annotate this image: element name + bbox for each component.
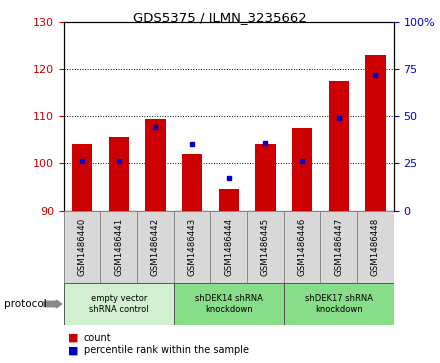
Bar: [109, 137, 129, 211]
Text: GSM1486442: GSM1486442: [151, 218, 160, 276]
Text: GSM1486446: GSM1486446: [297, 218, 307, 276]
Text: shDEK14 shRNA
knockdown: shDEK14 shRNA knockdown: [195, 294, 263, 314]
Bar: [145, 118, 165, 211]
Text: GSM1486443: GSM1486443: [187, 218, 197, 276]
Text: GSM1486445: GSM1486445: [261, 218, 270, 276]
Bar: [64, 283, 174, 325]
Bar: [284, 211, 320, 283]
Bar: [247, 211, 284, 283]
Bar: [284, 283, 394, 325]
Text: GSM1486448: GSM1486448: [371, 218, 380, 276]
Bar: [255, 144, 275, 211]
Bar: [174, 283, 284, 325]
Bar: [64, 211, 100, 283]
Bar: [292, 128, 312, 211]
Text: shDEK17 shRNA
knockdown: shDEK17 shRNA knockdown: [305, 294, 373, 314]
Text: GSM1486444: GSM1486444: [224, 218, 233, 276]
Bar: [219, 189, 239, 211]
Text: GSM1486441: GSM1486441: [114, 218, 123, 276]
Text: protocol: protocol: [4, 299, 47, 309]
Bar: [357, 211, 394, 283]
Bar: [329, 81, 349, 211]
Text: GSM1486447: GSM1486447: [334, 218, 343, 276]
Bar: [365, 55, 385, 211]
Text: GDS5375 / ILMN_3235662: GDS5375 / ILMN_3235662: [133, 11, 307, 24]
Text: percentile rank within the sample: percentile rank within the sample: [84, 345, 249, 355]
Text: count: count: [84, 333, 111, 343]
Bar: [182, 154, 202, 211]
Bar: [174, 211, 210, 283]
Bar: [210, 211, 247, 283]
Text: GSM1486440: GSM1486440: [77, 218, 87, 276]
Bar: [100, 211, 137, 283]
Text: ■: ■: [68, 333, 79, 343]
Bar: [137, 211, 174, 283]
Text: ■: ■: [68, 345, 79, 355]
Bar: [320, 211, 357, 283]
Text: empty vector
shRNA control: empty vector shRNA control: [89, 294, 149, 314]
Bar: [72, 144, 92, 211]
